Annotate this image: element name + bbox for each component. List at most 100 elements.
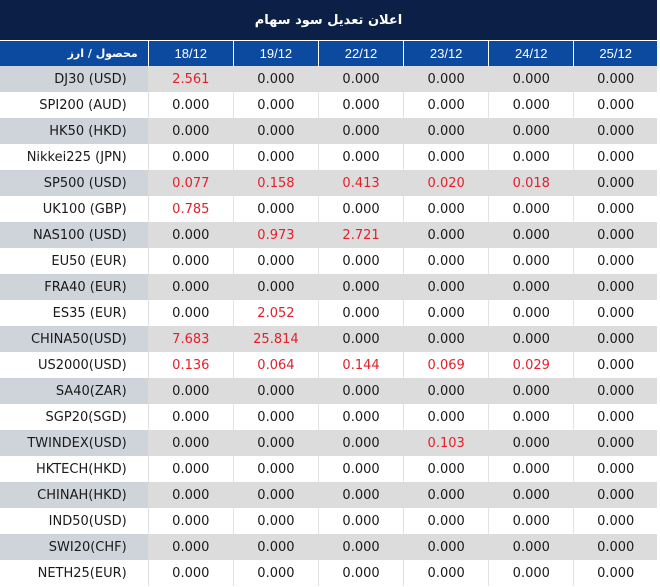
dividend-value: 0.069 bbox=[403, 352, 489, 378]
product-name: IND50(USD) bbox=[0, 508, 149, 534]
table-row: TWINDEX(USD) 0.000 0.000 0.000 0.103 0.000 0.0… bbox=[0, 430, 657, 456]
dividend-value: 0.000 bbox=[488, 482, 574, 508]
dividend-value: 0.000 bbox=[317, 196, 404, 222]
dividend-value: 0.000 bbox=[403, 274, 489, 300]
dividend-value: 0.000 bbox=[147, 404, 234, 430]
table-row: DJ30 (USD) 2.561 0.000 0.000 0.000 0.000 0.000 bbox=[0, 66, 657, 92]
dividend-value: 0.000 bbox=[403, 482, 489, 508]
dividend-value: 0.000 bbox=[573, 222, 657, 248]
dividend-value: 0.000 bbox=[403, 300, 489, 326]
dividend-value: 0.000 bbox=[317, 66, 404, 92]
product-name: FRA40 (EUR) bbox=[0, 274, 149, 300]
dividend-value: 0.000 bbox=[488, 430, 574, 456]
dividend-value: 0.000 bbox=[573, 404, 657, 430]
dividend-value: 0.077 bbox=[147, 170, 234, 196]
dividend-value: 0.000 bbox=[488, 248, 574, 274]
dividend-value: 0.000 bbox=[403, 196, 489, 222]
product-name: SA40(ZAR) bbox=[0, 378, 149, 404]
header-date: 19/12 bbox=[232, 41, 319, 66]
dividend-value: 0.000 bbox=[147, 118, 234, 144]
header-date: 23/12 bbox=[403, 41, 489, 66]
product-name: DJ30 (USD) bbox=[0, 66, 149, 92]
table-row: HKTECH(HKD) 0.000 0.000 0.000 0.000 0.000 0.00… bbox=[0, 456, 657, 482]
dividend-value: 0.000 bbox=[317, 274, 404, 300]
dividend-value: 0.000 bbox=[147, 222, 234, 248]
dividend-value: 0.000 bbox=[573, 508, 657, 534]
dividend-value: 0.000 bbox=[488, 326, 574, 352]
product-name: CHINAH(HKD) bbox=[0, 482, 149, 508]
dividend-value: 0.000 bbox=[403, 118, 489, 144]
table-row: CHINAH(HKD) 0.000 0.000 0.000 0.000 0.000 0.00… bbox=[0, 482, 657, 508]
dividend-value: 0.000 bbox=[573, 170, 657, 196]
dividend-value: 0.000 bbox=[403, 508, 489, 534]
dividend-value: 0.000 bbox=[573, 378, 657, 404]
dividend-value: 0.000 bbox=[147, 534, 234, 560]
table-row: SA40(ZAR) 0.000 0.000 0.000 0.000 0.000 0.000 bbox=[0, 378, 657, 404]
dividend-value: 0.000 bbox=[317, 560, 404, 586]
header-date: 24/12 bbox=[488, 41, 574, 66]
dividend-value: 0.000 bbox=[488, 534, 574, 560]
dividend-value: 0.136 bbox=[147, 352, 234, 378]
dividend-value: 0.000 bbox=[317, 430, 404, 456]
dividend-value: 0.000 bbox=[488, 196, 574, 222]
dividend-value: 7.683 bbox=[147, 326, 234, 352]
product-name: SGP20(SGD) bbox=[0, 404, 149, 430]
dividend-value: 0.000 bbox=[488, 222, 574, 248]
dividend-value: 0.000 bbox=[403, 248, 489, 274]
table-row: NETH25(EUR) 0.000 0.000 0.000 0.000 0.000 0.00… bbox=[0, 560, 657, 586]
dividend-value: 2.561 bbox=[147, 66, 234, 92]
dividend-value: 0.000 bbox=[488, 92, 574, 118]
dividend-value: 0.000 bbox=[147, 144, 234, 170]
product-name: CHINA50(USD) bbox=[0, 326, 149, 352]
dividend-value: 2.052 bbox=[232, 300, 319, 326]
product-name: HKTECH(HKD) bbox=[0, 456, 149, 482]
dividend-value: 0.000 bbox=[573, 274, 657, 300]
dividend-value: 0.000 bbox=[488, 404, 574, 430]
dividend-value: 0.000 bbox=[573, 118, 657, 144]
table-row: SWI20(CHF) 0.000 0.000 0.000 0.000 0.000 0.000 bbox=[0, 534, 657, 560]
table-row: SP500 (USD) 0.077 0.158 0.413 0.020 0.018 0.00… bbox=[0, 170, 657, 196]
table-row: CHINA50(USD) 7.683 25.814 0.000 0.000 0.000 0.… bbox=[0, 326, 657, 352]
table-row: IND50(USD) 0.000 0.000 0.000 0.000 0.000 0.000 bbox=[0, 508, 657, 534]
dividend-value: 0.000 bbox=[573, 560, 657, 586]
product-name: NAS100 (USD) bbox=[0, 222, 149, 248]
product-name: SPI200 (AUD) bbox=[0, 92, 149, 118]
dividend-value: 0.000 bbox=[573, 196, 657, 222]
dividend-value: 0.000 bbox=[147, 274, 234, 300]
dividend-value: 0.000 bbox=[573, 352, 657, 378]
dividend-value: 0.000 bbox=[317, 534, 404, 560]
product-name: HK50 (HKD) bbox=[0, 118, 149, 144]
dividend-value: 0.103 bbox=[403, 430, 489, 456]
dividend-value: 0.000 bbox=[488, 66, 574, 92]
dividend-value: 0.000 bbox=[232, 196, 319, 222]
dividend-value: 0.000 bbox=[147, 482, 234, 508]
product-name: NETH25(EUR) bbox=[0, 560, 149, 586]
dividend-value: 0.000 bbox=[573, 248, 657, 274]
dividend-value: 0.000 bbox=[573, 534, 657, 560]
dividend-value: 0.413 bbox=[317, 170, 404, 196]
dividend-value: 0.000 bbox=[403, 144, 489, 170]
dividend-value: 0.144 bbox=[317, 352, 404, 378]
dividend-value: 25.814 bbox=[232, 326, 319, 352]
dividend-value: 0.000 bbox=[232, 534, 319, 560]
dividend-value: 0.000 bbox=[317, 508, 404, 534]
dividend-value: 0.000 bbox=[488, 560, 574, 586]
dividend-value: 0.000 bbox=[232, 144, 319, 170]
product-name: TWINDEX(USD) bbox=[0, 430, 149, 456]
dividend-value: 0.000 bbox=[317, 326, 404, 352]
dividend-value: 0.000 bbox=[573, 326, 657, 352]
product-name: SP500 (USD) bbox=[0, 170, 149, 196]
dividend-value: 0.000 bbox=[232, 456, 319, 482]
dividend-value: 0.000 bbox=[232, 248, 319, 274]
table-body: DJ30 (USD) 2.561 0.000 0.000 0.000 0.000 0.000… bbox=[0, 66, 657, 586]
product-name: US2000(USD) bbox=[0, 352, 149, 378]
dividend-value: 0.000 bbox=[232, 404, 319, 430]
dividend-value: 0.064 bbox=[232, 352, 319, 378]
dividend-value: 0.000 bbox=[573, 66, 657, 92]
dividend-value: 0.000 bbox=[488, 508, 574, 534]
dividend-value: 0.000 bbox=[147, 92, 234, 118]
header-date: 25/12 bbox=[573, 41, 657, 66]
product-name: SWI20(CHF) bbox=[0, 534, 149, 560]
dividend-value: 0.000 bbox=[147, 456, 234, 482]
